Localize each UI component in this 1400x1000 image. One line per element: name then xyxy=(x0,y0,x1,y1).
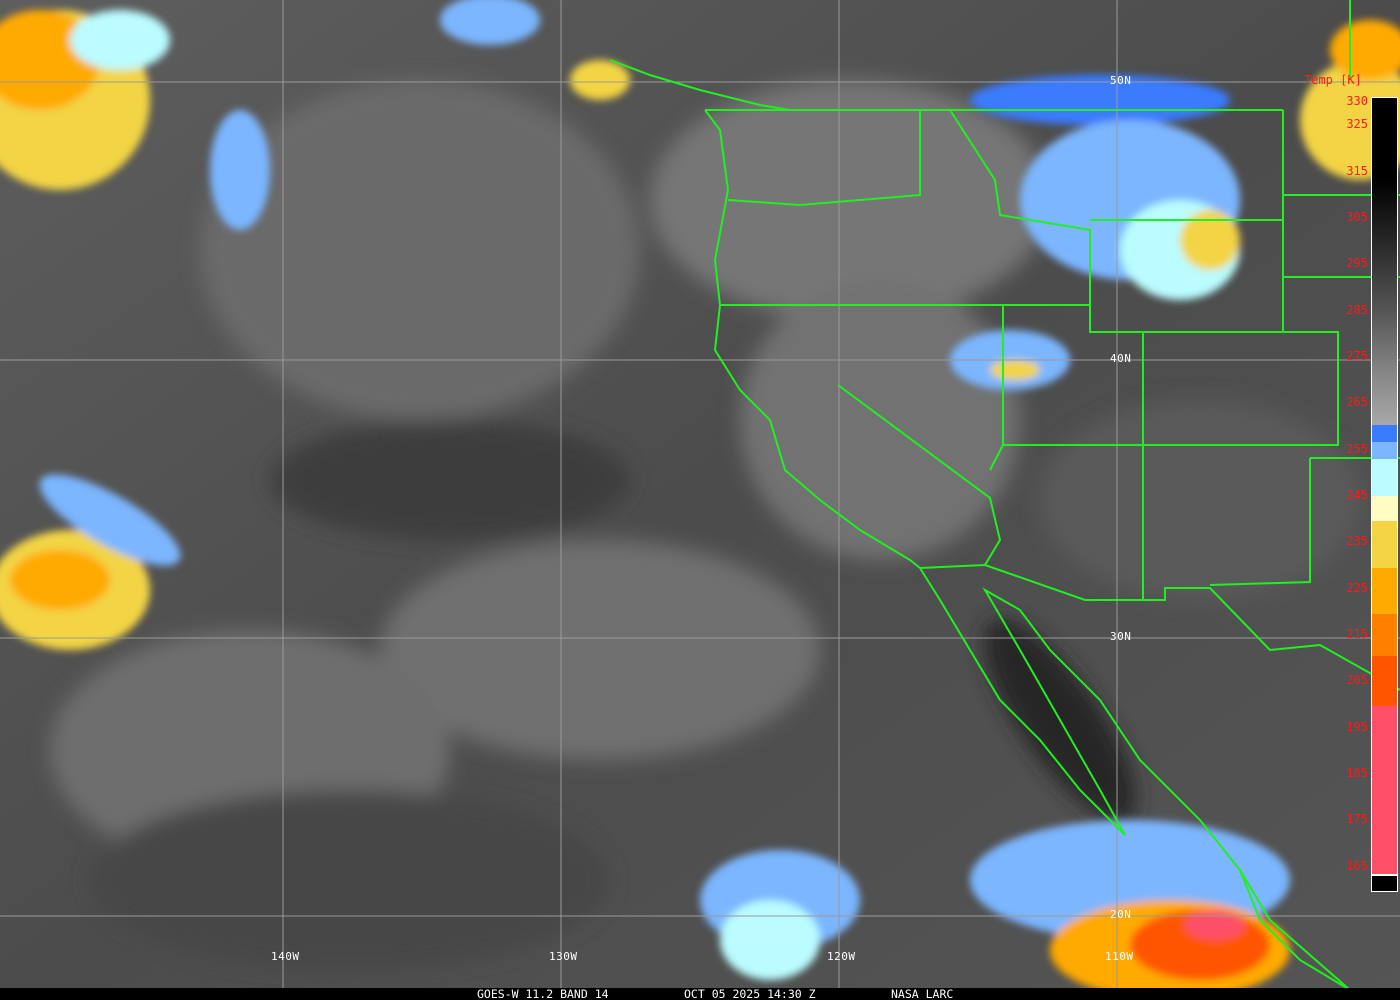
caption-satellite: GOES-W 11.2 BAND 14 xyxy=(477,987,609,1000)
mainland-mexico-east xyxy=(1239,869,1351,991)
colorbar-label: 205 xyxy=(1346,673,1368,688)
colorbar-label: 195 xyxy=(1346,719,1368,734)
west-coastline xyxy=(704,109,1351,991)
lat-label-40n: 40N xyxy=(1110,352,1132,365)
colorbar-grayscale xyxy=(1372,98,1397,425)
colorbar-pale-yellow xyxy=(1372,496,1397,521)
nv-ca-border xyxy=(837,384,1002,566)
lon-label-130w: 130W xyxy=(549,950,578,963)
id-border xyxy=(720,109,1091,306)
colorbar-label: 275 xyxy=(1346,348,1368,363)
colorbar-label: 315 xyxy=(1346,163,1368,178)
colorbar-label: 330 xyxy=(1346,94,1368,108)
lat-label-20n: 20N xyxy=(1110,908,1132,921)
colorbar-label: 165 xyxy=(1346,858,1368,873)
colorbar-label: 305 xyxy=(1346,209,1368,224)
lat-label-30n: 30N xyxy=(1110,630,1132,643)
colorbar-label: 235 xyxy=(1346,534,1368,549)
colorbar-label: 215 xyxy=(1346,627,1368,642)
colorbar-dark-orange xyxy=(1372,614,1397,656)
colorbar-blue xyxy=(1372,425,1397,442)
mt-nd-line xyxy=(1282,110,1400,220)
lon-label-110w: 110W xyxy=(1105,950,1134,963)
wa-or-border xyxy=(727,110,921,207)
colorbar-yellow xyxy=(1372,521,1397,568)
lon-label-120w: 120W xyxy=(827,950,856,963)
colorbar-label: 265 xyxy=(1346,395,1368,410)
colorbar-orange xyxy=(1372,568,1397,614)
lat-label-50n: 50N xyxy=(1110,74,1132,87)
mexico-border xyxy=(919,563,1400,691)
ut-border xyxy=(1003,305,1339,446)
colorbar-label: 255 xyxy=(1346,441,1368,456)
colorbar-label: 325 xyxy=(1346,117,1368,132)
vancouver-island xyxy=(609,59,791,111)
cloud-texture xyxy=(50,80,1360,970)
colorbar-light-blue xyxy=(1372,442,1397,459)
caption-datetime: OCT 05 2025 14:30 Z xyxy=(684,987,816,1000)
colorbar-label: 285 xyxy=(1346,302,1368,317)
caption-credit: NASA LARC xyxy=(891,987,954,1000)
colorbar-label: 175 xyxy=(1346,812,1368,827)
colorbar-red-orange xyxy=(1372,656,1397,706)
colorbar-label: 185 xyxy=(1346,766,1368,781)
colorbar-pink xyxy=(1372,706,1397,876)
nm-east-border xyxy=(1209,458,1311,586)
caption-bar: GOES-W 11.2 BAND 14 OCT 05 2025 14:30 Z … xyxy=(0,988,1400,1000)
lon-label-140w: 140W xyxy=(271,950,300,963)
colorbar-title: Temp [K] xyxy=(1304,73,1362,87)
colorbar-pale-cyan xyxy=(1372,459,1397,496)
colorbar-label: 245 xyxy=(1346,487,1368,502)
colorbar-label: 295 xyxy=(1346,256,1368,271)
colorbar xyxy=(1371,97,1398,892)
colorbar-label: 225 xyxy=(1346,580,1368,595)
boundaries xyxy=(609,0,1400,991)
